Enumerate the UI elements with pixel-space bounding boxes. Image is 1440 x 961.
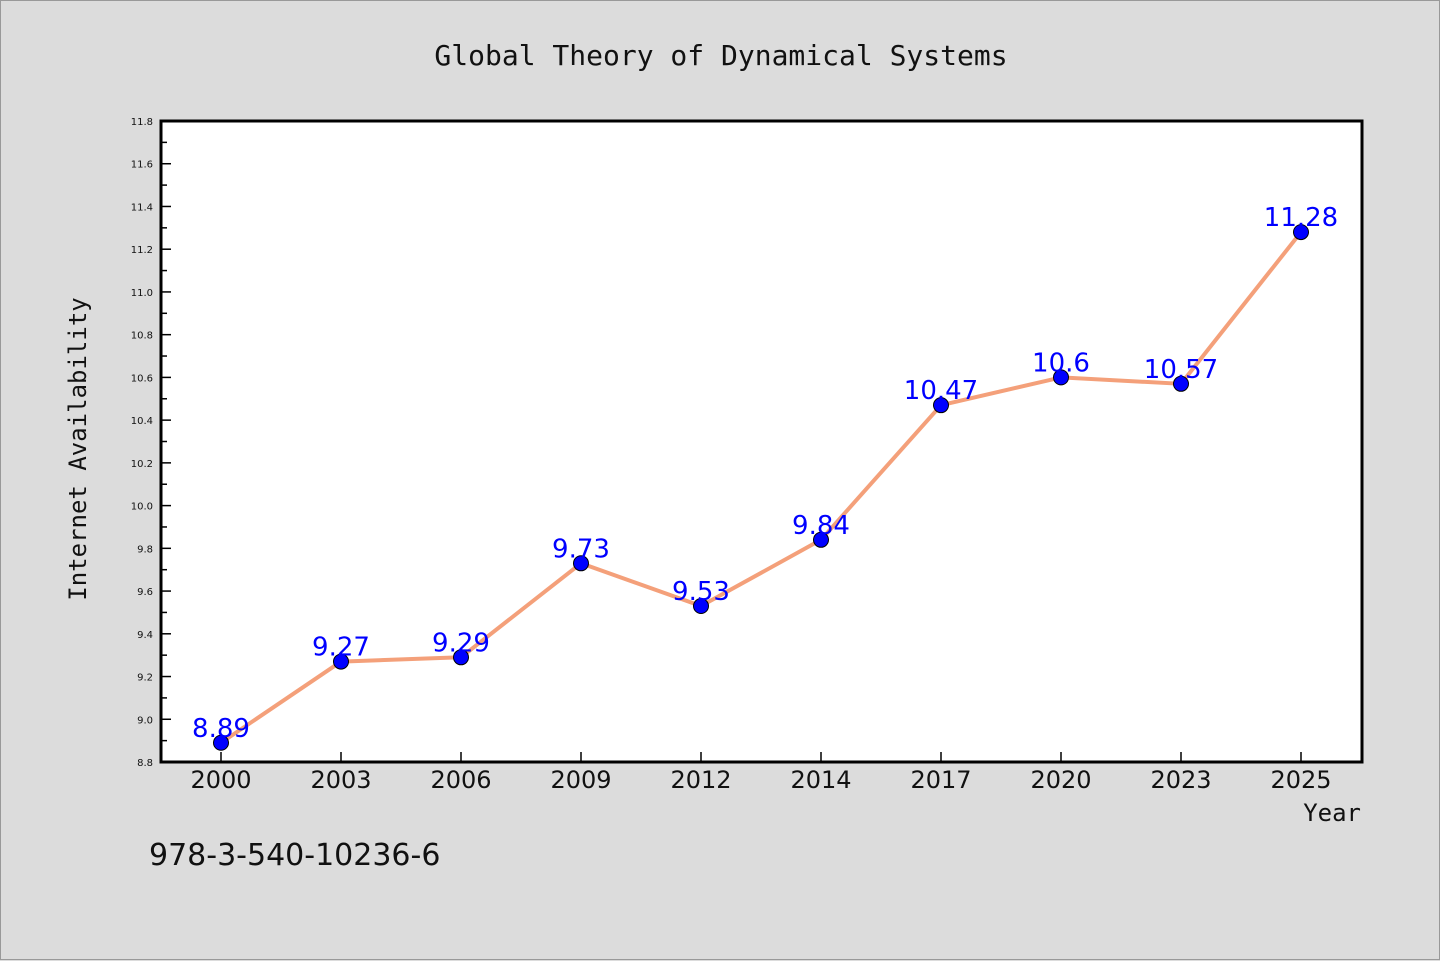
y-tick-label: 9.0 — [137, 715, 153, 726]
data-point — [933, 397, 949, 414]
x-tick-label: 2020 — [1030, 766, 1091, 794]
data-point — [453, 649, 469, 666]
y-tick-label: 11.6 — [131, 160, 153, 171]
x-axis-ticks: 2000 2003 2006 2009 2012 2014 2017 2020 2023 2025 — [190, 752, 1332, 794]
data-label: 9.27 — [312, 633, 370, 663]
x-tick-label: 2023 — [1150, 766, 1211, 794]
data-point — [573, 555, 589, 572]
y-tick-label: 11.0 — [131, 288, 153, 299]
isbn-text: 978-3-540-10236-6 — [149, 838, 440, 873]
data-point — [1173, 375, 1189, 392]
y-tick-label: 10.6 — [131, 373, 153, 384]
x-tick-label: 2025 — [1270, 766, 1331, 794]
data-label: 8.89 — [192, 714, 250, 744]
y-tick-label: 11.8 — [131, 117, 153, 128]
y-axis-label: Internet Availability — [64, 297, 92, 600]
data-label: 10.47 — [904, 376, 978, 406]
data-label: 9.53 — [672, 577, 730, 607]
data-label: 9.84 — [792, 511, 850, 541]
x-axis-label: Year — [1303, 799, 1361, 827]
y-tick-label: 9.6 — [137, 587, 153, 598]
y-tick-label: 9.2 — [137, 673, 153, 684]
y-tick-label: 11.2 — [131, 245, 153, 256]
data-point — [693, 598, 709, 615]
y-tick-label: 10.0 — [131, 502, 153, 513]
data-point — [1053, 369, 1069, 386]
data-label: 11.28 — [1264, 203, 1338, 233]
x-tick-label: 2000 — [190, 766, 251, 794]
y-tick-label: 10.2 — [131, 459, 153, 470]
x-tick-label: 2009 — [550, 766, 611, 794]
x-tick-label: 2014 — [790, 766, 851, 794]
chart-title: Global Theory of Dynamical Systems — [434, 39, 1007, 72]
data-point — [813, 531, 829, 548]
data-label: 10.57 — [1144, 355, 1218, 385]
data-labels: 8.89 9.27 9.29 9.73 9.53 9.84 10.47 10.6 10.57 11… — [192, 203, 1338, 744]
data-point — [213, 734, 229, 751]
data-label: 9.73 — [552, 534, 610, 564]
y-tick-label: 11.4 — [131, 202, 153, 213]
y-tick-label: 9.4 — [137, 630, 153, 641]
y-tick-label: 8.8 — [137, 758, 153, 769]
data-point — [333, 653, 349, 670]
y-tick-label: 10.8 — [131, 331, 153, 342]
y-tick-label: 10.4 — [131, 416, 153, 427]
data-label: 9.29 — [432, 628, 490, 658]
x-tick-label: 2017 — [910, 766, 971, 794]
plot-area — [159, 119, 1364, 764]
y-tick-label: 9.8 — [137, 544, 153, 555]
data-markers — [213, 224, 1309, 751]
x-tick-label: 2003 — [310, 766, 371, 794]
series-line — [219, 230, 1303, 745]
x-tick-label: 2012 — [670, 766, 731, 794]
data-point — [1293, 224, 1309, 241]
x-tick-label: 2006 — [430, 766, 491, 794]
series-line-group — [219, 230, 1303, 745]
y-axis-ticks: 8.8 9.0 9.2 9.4 9.6 9.8 10.0 10.2 10.4 10.6 10.8 11… — [131, 117, 171, 769]
data-label: 10.6 — [1032, 348, 1090, 378]
